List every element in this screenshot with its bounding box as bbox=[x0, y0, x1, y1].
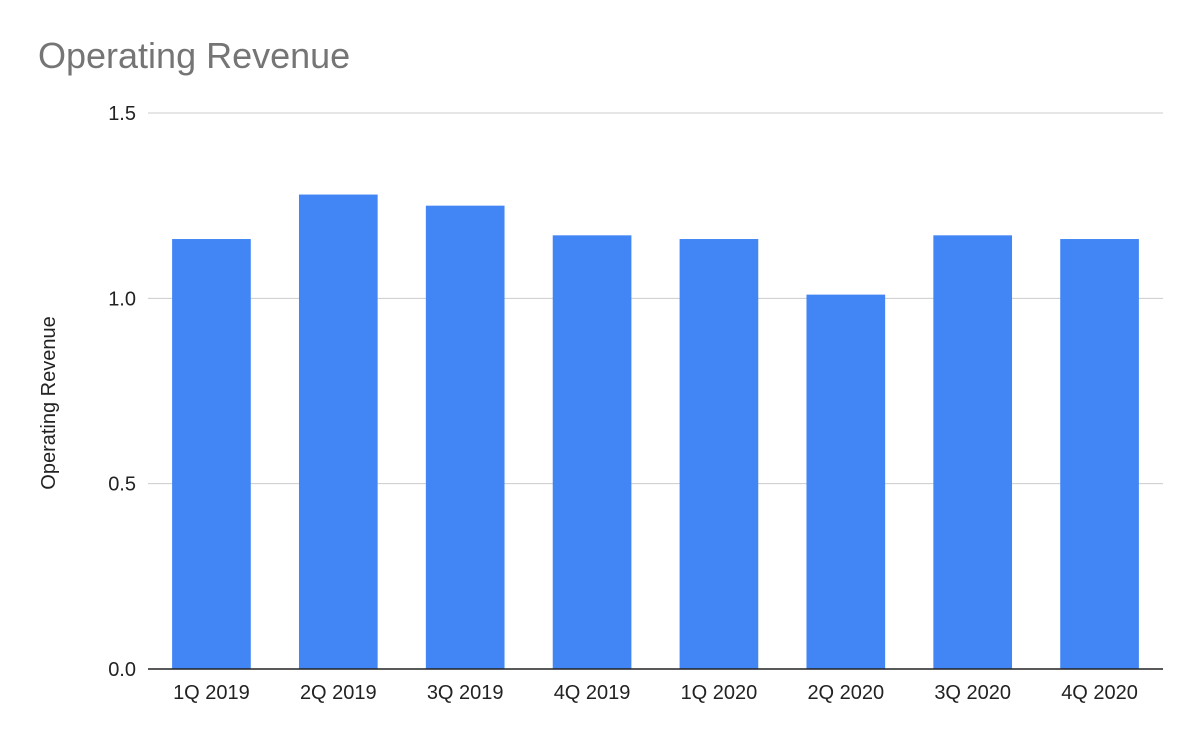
x-tick-label: 1Q 2020 bbox=[681, 682, 758, 704]
y-tick-label: 0.5 bbox=[108, 474, 136, 496]
y-tick-label: 1.5 bbox=[108, 103, 136, 125]
x-tick-label: 3Q 2019 bbox=[427, 682, 504, 704]
chart-title: Operating Revenue bbox=[38, 35, 350, 76]
y-tick-label: 1.0 bbox=[108, 288, 136, 310]
y-axis-ticks: 0.0 0.5 1.0 1.5 bbox=[108, 103, 136, 681]
bar bbox=[298, 194, 378, 669]
bar bbox=[933, 235, 1013, 669]
bar bbox=[425, 205, 505, 669]
bar bbox=[552, 235, 632, 669]
x-tick-label: 4Q 2020 bbox=[1061, 682, 1138, 704]
x-tick-label: 1Q 2019 bbox=[173, 682, 250, 704]
x-axis-ticks: 1Q 2019 2Q 2019 3Q 2019 4Q 2019 1Q 2020 2Q 20… bbox=[173, 682, 1138, 704]
x-tick-label: 2Q 2020 bbox=[807, 682, 884, 704]
x-tick-label: 4Q 2019 bbox=[554, 682, 631, 704]
bar bbox=[1060, 239, 1139, 669]
bar bbox=[679, 239, 759, 669]
bar bbox=[172, 239, 251, 669]
y-axis-label: Operating Revenue bbox=[38, 316, 60, 489]
y-tick-label: 0.0 bbox=[108, 659, 136, 681]
x-tick-label: 2Q 2019 bbox=[300, 682, 377, 704]
bars bbox=[172, 194, 1139, 669]
x-tick-label: 3Q 2020 bbox=[934, 682, 1011, 704]
bar bbox=[806, 294, 886, 669]
